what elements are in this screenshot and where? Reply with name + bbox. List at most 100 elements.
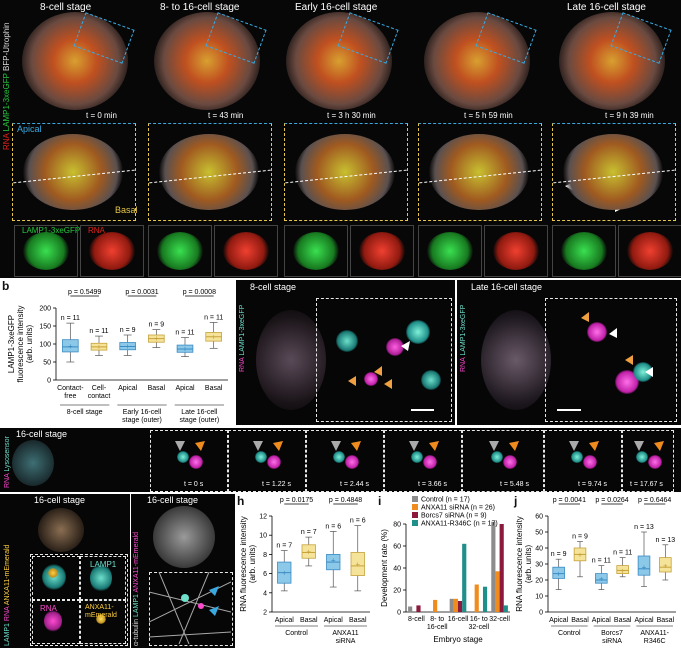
channel-lamp1-3 xyxy=(284,225,348,277)
panel-c-side-label: RNA LAMP1-3xeGFP xyxy=(239,304,246,372)
legend-swatch xyxy=(412,496,418,502)
p-value: p = 0.0008 xyxy=(183,289,216,296)
box xyxy=(301,544,316,559)
arrowhead-orange xyxy=(348,376,356,386)
channel-rna-3 xyxy=(350,225,414,277)
n-label: n = 9 xyxy=(551,551,567,558)
channel-label-lamp1: LAMP1-3xeGFP xyxy=(22,226,81,235)
y-tick-label: 0 xyxy=(47,378,51,385)
panel-g-micrograph xyxy=(131,494,235,648)
group-label: Borcs7 xyxy=(601,630,623,637)
box xyxy=(616,565,629,574)
group-label: stage (outer) xyxy=(179,417,219,424)
legend-label: ANXA11 siRNA (n = 26) xyxy=(421,505,495,512)
category-label: 16- to xyxy=(470,616,488,623)
arrowhead-white xyxy=(645,367,653,377)
basal-label: Basal xyxy=(115,205,138,215)
p-value: p = 0.0264 xyxy=(595,497,628,504)
y-tick-label: 50 xyxy=(535,530,543,537)
p-value: p = 0.5499 xyxy=(68,289,101,296)
channel-lamp1-4 xyxy=(418,225,482,277)
category-label: 8- to xyxy=(430,616,444,623)
legend-label: ANXA11-R346C (n = 17) xyxy=(421,521,498,528)
legend-label: Control (n = 17) xyxy=(421,497,470,504)
panel-e-frame-6 xyxy=(544,430,622,492)
category-label: Basal xyxy=(205,385,223,392)
panel-f-side-label: LAMP1 RNA ANXA11-mEmerald xyxy=(4,544,11,646)
box xyxy=(350,552,365,576)
box xyxy=(552,566,565,579)
arrowhead-orange xyxy=(625,355,633,365)
category-label: 32-cell xyxy=(468,624,489,631)
y-tick-label: 10 xyxy=(259,533,267,540)
stage-title-5: Late 16-cell stage xyxy=(567,2,646,13)
n-label: n = 6 xyxy=(350,518,366,525)
channel-lamp1-1 xyxy=(14,225,78,277)
panel-d-micrograph xyxy=(457,280,681,425)
y-axis-label: (arb. units) xyxy=(248,545,257,584)
arrowhead-blue xyxy=(209,586,219,596)
y-tick-label: 10 xyxy=(535,594,543,601)
bar-0 xyxy=(491,521,496,612)
box xyxy=(637,555,651,576)
arrowhead-orange xyxy=(581,312,589,322)
box xyxy=(595,573,608,584)
zoom-panel-3 xyxy=(284,123,408,221)
category-label: Basal xyxy=(349,617,367,624)
bar-0 xyxy=(449,598,454,612)
category-label: 32-cell xyxy=(489,616,510,623)
mean-marker: + xyxy=(620,566,625,575)
mean-marker: + xyxy=(211,332,216,341)
panel-e-frame-5 xyxy=(462,430,544,492)
n-label: n = 7 xyxy=(276,543,292,550)
panel-e-frame-4 xyxy=(384,430,462,492)
p-value: p = 0.4848 xyxy=(329,497,362,504)
mean-marker: + xyxy=(125,342,130,351)
mean-marker: + xyxy=(355,560,360,569)
embryo-overview-4 xyxy=(424,12,530,110)
embryo-overview-5 xyxy=(559,12,665,110)
legend-swatch xyxy=(412,504,418,510)
y-tick-label: 150 xyxy=(39,324,51,331)
p-value: p = 0.0041 xyxy=(553,497,586,504)
mean-marker: + xyxy=(663,562,668,571)
bar-1 xyxy=(453,598,458,612)
panel-f-micrograph xyxy=(0,494,130,648)
y-tick-label: 20 xyxy=(393,588,401,595)
category-label: Basal xyxy=(300,617,318,624)
panel-b-chart: 0 50 100 150 200 + n = 11 + n = 11 + n = 9 + n = 9 + n… xyxy=(7,289,228,424)
y-tick-label: 20 xyxy=(535,578,543,585)
group-label: stage (outer) xyxy=(122,417,162,424)
y-tick-label: 0 xyxy=(397,610,401,617)
panel-d-zoom-box xyxy=(545,298,677,422)
category-label: Basal xyxy=(657,617,675,624)
y-tick-label: 4 xyxy=(263,590,267,597)
category-label: 16-cell xyxy=(427,624,448,631)
panel-d-title: Late 16-cell stage xyxy=(471,282,543,292)
arrowhead-orange xyxy=(374,366,382,376)
bar-3 xyxy=(503,605,508,612)
y-tick-label: 100 xyxy=(39,342,51,349)
y-tick-label: 80 xyxy=(393,522,401,529)
y-axis-label: (arb. units) xyxy=(524,545,533,584)
channel-label-rna: RNA xyxy=(88,226,105,235)
bar-3 xyxy=(462,543,467,612)
time-label-1: t = 0 min xyxy=(86,111,117,120)
n-label: n = 11 xyxy=(175,330,194,337)
group-label: R346C xyxy=(644,638,666,645)
mean-marker: + xyxy=(556,570,561,579)
panel-e-time-4: t = 3.66 s xyxy=(418,481,447,488)
mean-marker: + xyxy=(154,334,159,343)
group-label: siRNA xyxy=(336,638,356,645)
group-label: Late 16-cell xyxy=(181,409,218,416)
n-label: n = 11 xyxy=(89,328,108,335)
category-label: free xyxy=(64,393,76,400)
panel-g-side-label: α-tubulin LAMP1 ANXA11-mEmerald xyxy=(133,531,140,646)
bar-0 xyxy=(408,606,413,612)
stage-title-2: 8- to 16-cell stage xyxy=(160,2,240,13)
p-value: p = 0.0175 xyxy=(280,497,313,504)
y-tick-label: 60 xyxy=(535,514,543,521)
panel-e-title: 16-cell stage xyxy=(16,429,68,439)
panel-e-frame-7 xyxy=(622,430,674,492)
panel-f-title: 16-cell stage xyxy=(34,495,86,505)
